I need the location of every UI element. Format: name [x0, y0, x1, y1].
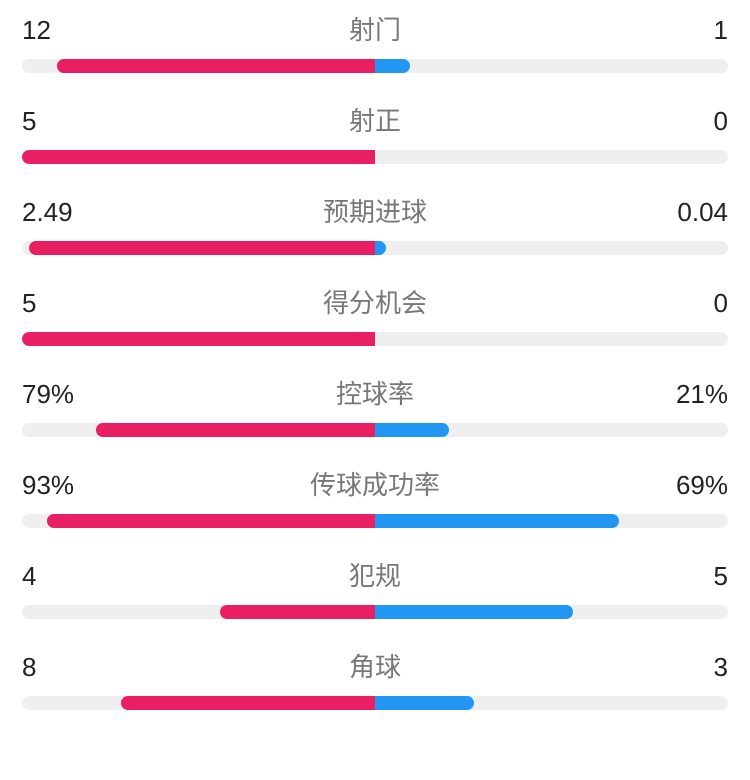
stat-label: 犯规: [92, 556, 658, 593]
home-bar: [121, 696, 375, 710]
match-stats-panel: 12射门15射正02.49预期进球0.045得分机会079%控球率21%93%传…: [22, 10, 728, 710]
away-value: 3: [658, 652, 728, 683]
home-value: 12: [22, 15, 92, 46]
stat-row: 79%控球率21%: [22, 374, 728, 437]
stat-bar-track: [22, 423, 728, 437]
stat-row: 5得分机会0: [22, 283, 728, 346]
home-value: 4: [22, 561, 92, 592]
stat-bar-track: [22, 241, 728, 255]
stat-label: 射正: [92, 101, 658, 138]
home-value: 2.49: [22, 197, 92, 228]
stat-row: 8角球3: [22, 647, 728, 710]
away-bar: [375, 241, 386, 255]
stat-label: 预期进球: [92, 192, 658, 229]
stat-row: 2.49预期进球0.04: [22, 192, 728, 255]
away-value: 21%: [658, 379, 728, 410]
away-value: 5: [658, 561, 728, 592]
home-value: 8: [22, 652, 92, 683]
away-bar: [375, 605, 573, 619]
home-value: 5: [22, 288, 92, 319]
away-value: 0.04: [658, 197, 728, 228]
stat-row: 5射正0: [22, 101, 728, 164]
home-value: 5: [22, 106, 92, 137]
home-bar: [220, 605, 375, 619]
away-bar: [375, 59, 410, 73]
stat-bar-track: [22, 605, 728, 619]
home-value: 79%: [22, 379, 92, 410]
stat-bar-track: [22, 696, 728, 710]
away-value: 1: [658, 15, 728, 46]
stat-row: 93%传球成功率69%: [22, 465, 728, 528]
away-bar: [375, 423, 449, 437]
away-value: 69%: [658, 470, 728, 501]
home-bar: [22, 332, 375, 346]
stat-bar-track: [22, 150, 728, 164]
stat-row: 4犯规5: [22, 556, 728, 619]
stat-label: 角球: [92, 647, 658, 684]
home-value: 93%: [22, 470, 92, 501]
stat-label: 射门: [92, 10, 658, 47]
stat-label: 得分机会: [92, 283, 658, 320]
home-bar: [29, 241, 375, 255]
away-bar: [375, 696, 474, 710]
away-value: 0: [658, 106, 728, 137]
stat-label: 传球成功率: [92, 465, 658, 502]
home-bar: [96, 423, 375, 437]
home-bar: [22, 150, 375, 164]
home-bar: [57, 59, 375, 73]
stat-row: 12射门1: [22, 10, 728, 73]
away-bar: [375, 514, 619, 528]
away-value: 0: [658, 288, 728, 319]
stat-bar-track: [22, 332, 728, 346]
stat-bar-track: [22, 59, 728, 73]
home-bar: [47, 514, 375, 528]
stat-label: 控球率: [92, 374, 658, 411]
stat-bar-track: [22, 514, 728, 528]
